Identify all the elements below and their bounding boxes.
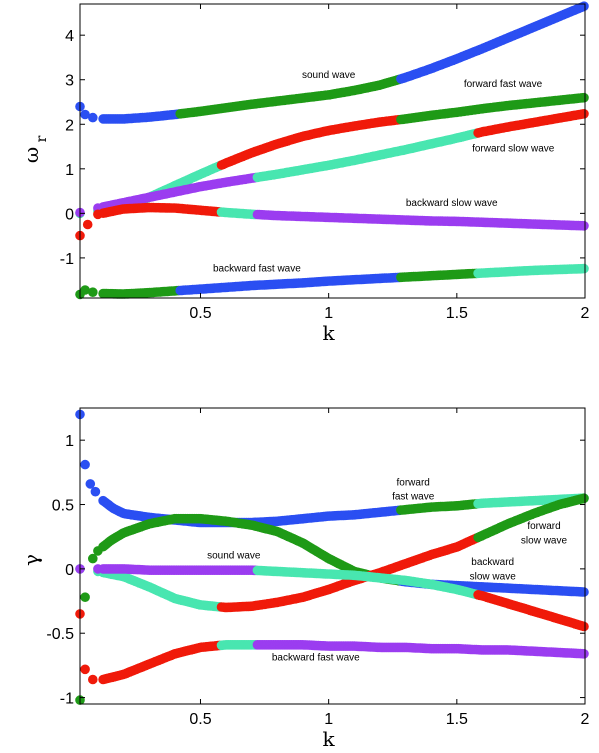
curve-annotation: fast wave (392, 492, 435, 503)
y-tick-label: 1 (65, 162, 74, 179)
y-tick-label: 3 (65, 73, 74, 90)
branch-backward-fast-wave (75, 609, 589, 685)
data-point (579, 1, 589, 11)
curve-annotation: sound wave (207, 551, 261, 562)
x-tick-label: 1.5 (446, 711, 468, 728)
data-point (579, 649, 589, 659)
curve-annotation: backward fast wave (213, 264, 301, 275)
data-point (80, 592, 90, 603)
y-tick-label: 4 (65, 28, 74, 45)
y-tick-label: -1 (60, 251, 74, 268)
curve-annotation: slow wave (521, 535, 568, 546)
curve-annotation: forward fast wave (464, 79, 543, 90)
data-point (80, 664, 90, 675)
x-axis-label: k (322, 727, 335, 751)
curve-annotation: slow wave (470, 571, 517, 582)
x-tick-label: 0.5 (189, 305, 211, 322)
data-point (88, 112, 98, 123)
curve-annotation: backward slow wave (406, 198, 498, 209)
y-tick-label: 2 (65, 117, 74, 134)
branch-backward-fast-wave (75, 263, 589, 300)
data-point (579, 587, 589, 597)
branch-backward-slow-wave (75, 564, 589, 632)
data-point (579, 92, 589, 103)
y-tick-label: 0 (65, 562, 74, 579)
branch-sound-wave (75, 1, 589, 124)
data-point (579, 493, 589, 504)
data-point (88, 674, 98, 685)
curve-annotation: sound wave (302, 70, 356, 81)
y-axis-label: γ (19, 554, 43, 566)
x-tick-label: 2 (581, 305, 590, 322)
x-tick-label: 2 (581, 711, 590, 728)
plot-frame (79, 3, 586, 299)
y-axis-label-subscript: r (34, 135, 50, 142)
curve-annotation: backward fast wave (272, 652, 360, 663)
data-point (88, 287, 98, 298)
curve-annotation: forward slow wave (472, 143, 555, 154)
data-point (80, 459, 90, 470)
data-point (579, 109, 589, 119)
branch-forward-fast-wave (75, 92, 589, 219)
data-point (88, 553, 98, 564)
data-point (579, 263, 589, 274)
curve-annotation: forward (397, 477, 430, 488)
plot-frame (79, 407, 586, 705)
x-tick-label: 1.5 (446, 305, 468, 322)
data-point (90, 486, 101, 497)
y-tick-label: 0.5 (52, 498, 74, 515)
y-tick-label: -0.5 (46, 626, 74, 643)
data-point (82, 219, 93, 230)
x-axis-label: k (322, 321, 335, 345)
y-tick-label: 1 (65, 433, 74, 450)
branch-sound-wave (75, 409, 589, 528)
data-point (85, 479, 96, 489)
curve-annotation: backward (471, 557, 514, 568)
data-point (579, 221, 589, 231)
omega-r-panel: 0.5 1 1.5 2 -1 0 1 2 3 4 k ωr sound wave forward fast… (19, 1, 590, 345)
y-axis-label: ω (19, 147, 43, 163)
x-tick-label: 1 (324, 711, 333, 728)
y-tick-label: -1 (60, 691, 74, 708)
y-tick-label: 0 (65, 206, 74, 223)
data-point (579, 621, 589, 632)
x-tick-label: 0.5 (189, 711, 211, 728)
curve-annotation: forward (527, 521, 560, 532)
branch-backward-slow-wave (75, 202, 589, 241)
x-tick-label: 1 (324, 305, 333, 322)
